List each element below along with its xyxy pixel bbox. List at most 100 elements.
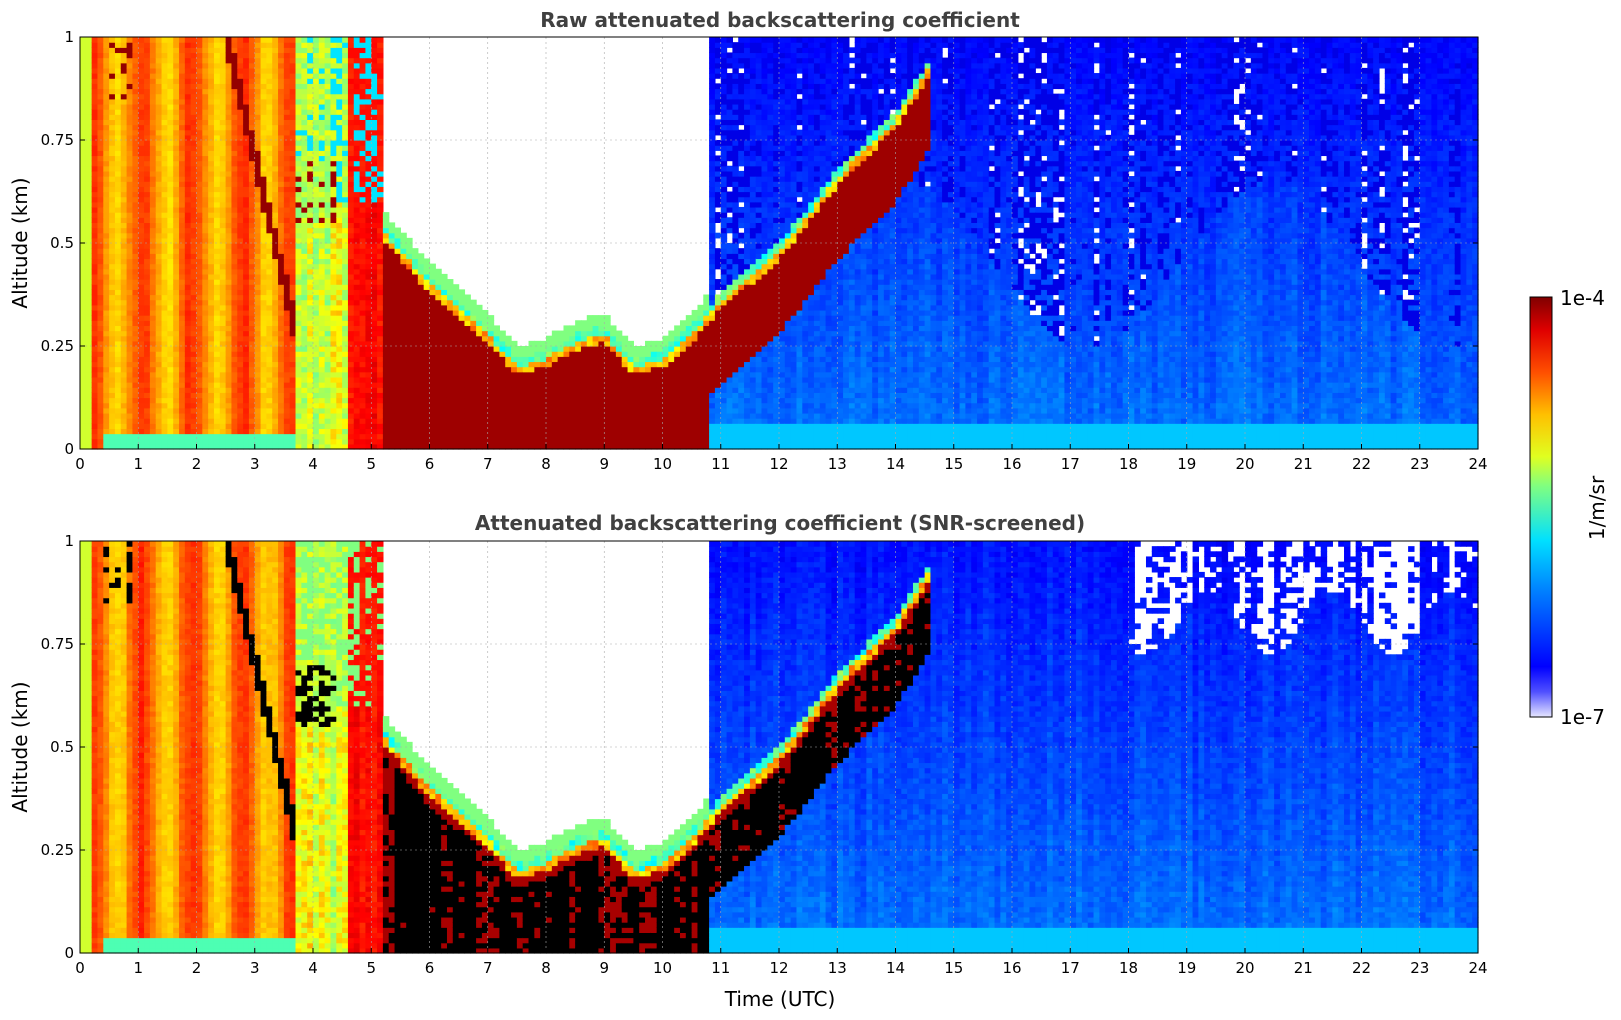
- heatmap-cell: [342, 392, 348, 398]
- heatmap-cell: [284, 305, 290, 311]
- heatmap-cell: [330, 253, 336, 259]
- heatmap-cell: [191, 125, 197, 131]
- heatmap-cell: [202, 289, 208, 295]
- heatmap-cell: [179, 181, 185, 187]
- heatmap-cell: [191, 78, 197, 84]
- heatmap-cell: [301, 233, 307, 239]
- heatmap-cell: [272, 248, 278, 254]
- heatmap-cell: [255, 197, 261, 203]
- heatmap-cell: [97, 434, 103, 440]
- heatmap-cell: [371, 351, 377, 357]
- heatmap-cell: [185, 413, 191, 419]
- heatmap-cell: [255, 228, 261, 234]
- heatmap-cell: [296, 310, 302, 316]
- heatmap-cell: [330, 125, 336, 131]
- heatmap-cell: [197, 181, 203, 187]
- heatmap-cell: [330, 439, 336, 445]
- heatmap-cell: [191, 264, 197, 270]
- heatmap-cell: [476, 398, 482, 404]
- heatmap-cell: [261, 305, 267, 311]
- heatmap-cell: [220, 228, 226, 234]
- heatmap-cell: [412, 320, 418, 326]
- heatmap-cell: [185, 125, 191, 131]
- heatmap-cell: [330, 305, 336, 311]
- heatmap-cell: [330, 155, 336, 161]
- heatmap-cell: [494, 367, 500, 373]
- heatmap-cell: [354, 42, 360, 48]
- heatmap-cell: [185, 78, 191, 84]
- heatmap-cell: [202, 155, 208, 161]
- heatmap-cell: [249, 305, 255, 311]
- heatmap-cell: [290, 63, 296, 69]
- heatmap-cell: [109, 418, 115, 424]
- heatmap-cell: [272, 279, 278, 285]
- heatmap-cell: [371, 274, 377, 280]
- heatmap-cell: [325, 42, 331, 48]
- heatmap-cell: [365, 233, 371, 239]
- heatmap-cell: [336, 418, 342, 424]
- heatmap-cell: [307, 356, 313, 362]
- heatmap-cell: [389, 289, 395, 295]
- heatmap-cell: [173, 83, 179, 89]
- heatmap-cell: [92, 341, 98, 347]
- heatmap-cell: [447, 325, 453, 331]
- heatmap-cell: [109, 264, 115, 270]
- heatmap-cell: [115, 114, 121, 120]
- heatmap-cell: [261, 279, 267, 285]
- heatmap-cell: [354, 377, 360, 383]
- heatmap-cell: [325, 150, 331, 156]
- heatmap-cell: [185, 109, 191, 115]
- heatmap-cell: [173, 192, 179, 198]
- heatmap-cell: [435, 331, 441, 337]
- heatmap-cell: [365, 104, 371, 110]
- heatmap-cell: [494, 356, 500, 362]
- heatmap-cell: [167, 228, 173, 234]
- heatmap-cell: [453, 336, 459, 342]
- heatmap-cell: [243, 145, 249, 151]
- heatmap-cell: [162, 361, 168, 367]
- heatmap-cell: [255, 295, 261, 301]
- heatmap-cell: [185, 181, 191, 187]
- heatmap-cell: [167, 428, 173, 434]
- heatmap-cell: [220, 439, 226, 445]
- heatmap-cell: [115, 346, 121, 352]
- heatmap-cell: [80, 428, 86, 434]
- heatmap-cell: [365, 217, 371, 223]
- heatmap-cell: [214, 428, 220, 434]
- heatmap-cell: [138, 258, 144, 264]
- heatmap-cell: [348, 408, 354, 414]
- heatmap-cell: [365, 73, 371, 79]
- heatmap-cell: [313, 217, 319, 223]
- heatmap-cell: [371, 346, 377, 352]
- heatmap-cell: [284, 336, 290, 342]
- heatmap-cell: [371, 228, 377, 234]
- heatmap-cell: [330, 351, 336, 357]
- heatmap-cell: [424, 434, 430, 440]
- heatmap-cell: [261, 392, 267, 398]
- heatmap-cell: [470, 413, 476, 419]
- heatmap-cell: [144, 130, 150, 136]
- heatmap-cell: [301, 207, 307, 213]
- heatmap-cell: [214, 207, 220, 213]
- heatmap-cell: [424, 331, 430, 337]
- heatmap-cell: [197, 310, 203, 316]
- heatmap-cell: [249, 418, 255, 424]
- heatmap-cell: [220, 181, 226, 187]
- heatmap-cell: [231, 150, 237, 156]
- heatmap-cell: [261, 346, 267, 352]
- heatmap-cell: [383, 382, 389, 388]
- heatmap-cell: [336, 392, 342, 398]
- heatmap-cell: [261, 310, 267, 316]
- heatmap-cell: [202, 387, 208, 393]
- heatmap-cell: [115, 264, 121, 270]
- heatmap-cell: [214, 300, 220, 306]
- heatmap-cell: [214, 140, 220, 146]
- heatmap-cell: [290, 423, 296, 429]
- heatmap-cell: [226, 253, 232, 259]
- heatmap-cell: [319, 52, 325, 58]
- heatmap-cell: [360, 58, 366, 64]
- heatmap-cell: [249, 351, 255, 357]
- heatmap-cell: [226, 346, 232, 352]
- heatmap-cell: [162, 140, 168, 146]
- heatmap-cell: [226, 320, 232, 326]
